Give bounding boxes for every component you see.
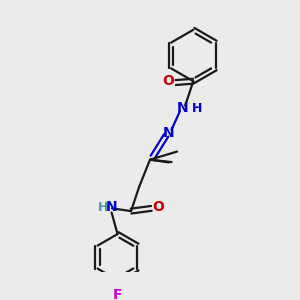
Text: N: N [163,126,175,140]
Text: N: N [106,200,117,214]
Text: N: N [177,101,188,115]
Text: H: H [192,102,203,115]
Text: O: O [163,74,174,88]
Text: F: F [113,288,122,300]
Text: O: O [152,200,164,214]
Text: H: H [98,200,108,214]
